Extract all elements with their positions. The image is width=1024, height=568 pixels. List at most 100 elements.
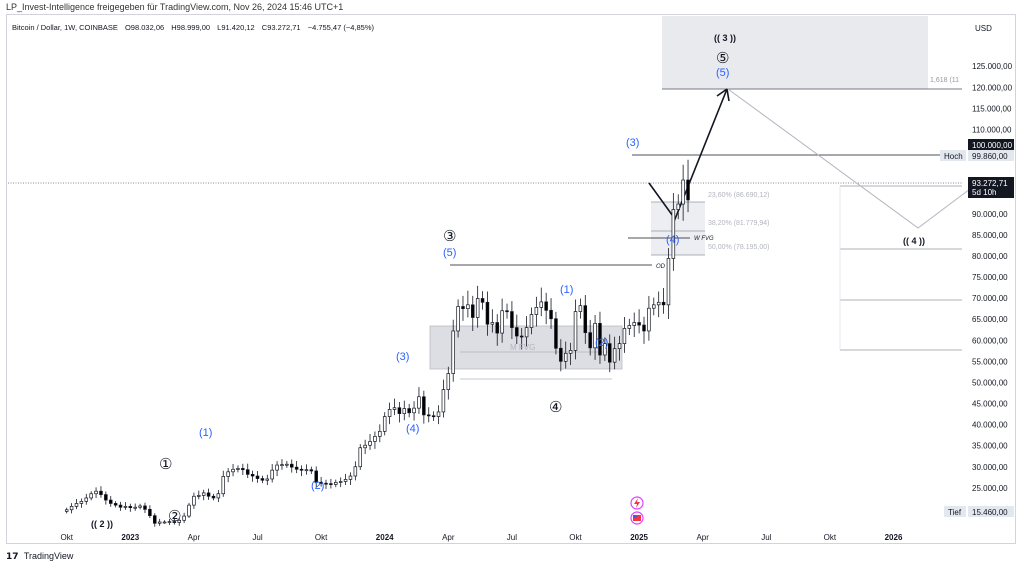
candle-body bbox=[661, 301, 666, 306]
candle-body bbox=[593, 323, 597, 349]
candle-body bbox=[402, 408, 407, 414]
tief-value: 15.460,00 bbox=[972, 508, 1008, 517]
wave-2-circle-low: ② bbox=[168, 508, 181, 525]
candle-body bbox=[221, 476, 226, 495]
candle-body bbox=[480, 298, 485, 303]
candle-body bbox=[94, 490, 98, 495]
candle-body bbox=[348, 475, 353, 480]
candle-body bbox=[471, 304, 475, 318]
fib-1618-label: 1,618 (11 bbox=[930, 77, 959, 84]
wave-4-projection-path bbox=[727, 88, 979, 229]
time-tick-label: Okt bbox=[315, 533, 328, 542]
candle-body bbox=[524, 327, 529, 338]
wfvg-label: W FVG bbox=[694, 236, 714, 242]
candle-body bbox=[353, 466, 358, 477]
candle-body bbox=[627, 325, 632, 329]
candle-body bbox=[622, 328, 627, 344]
candle-body bbox=[559, 347, 563, 362]
candle-body bbox=[206, 492, 211, 497]
wave-3-paren-top: (3) bbox=[626, 137, 639, 149]
current-price-label-bg bbox=[968, 177, 1014, 198]
footer-brand-text: TradingView bbox=[23, 551, 74, 561]
symbol-legend: Bitcoin / Dollar, 1W, COINBASE O98.032,0… bbox=[12, 23, 379, 32]
candle-body bbox=[231, 468, 235, 473]
candle-body bbox=[319, 482, 323, 484]
candle-body bbox=[270, 469, 274, 480]
fib-50-label: 50,00% (78.195,00) bbox=[708, 244, 770, 251]
candle-body bbox=[485, 301, 490, 325]
current-price-label: 93.272,71 bbox=[972, 179, 1008, 188]
candle-body bbox=[554, 318, 558, 349]
footer-branding[interactable]: 𝟭𝟳 TradingView bbox=[6, 551, 73, 562]
wave-4-big-label: (( 4 )) bbox=[903, 236, 925, 246]
candle-body bbox=[466, 304, 470, 309]
fib-236-label: 23,60% (86.690,12) bbox=[708, 192, 770, 199]
price-tick-label: 90.000,00 bbox=[972, 210, 1008, 219]
wave-5-circle-top: ⑤ bbox=[716, 50, 729, 67]
candle-body bbox=[446, 373, 451, 390]
candle-body bbox=[549, 309, 553, 320]
hoch-tag: Hoch bbox=[944, 152, 963, 161]
fib-382-label: 38,20% (81.779,94) bbox=[708, 220, 770, 227]
countdown-label: 5d 10h bbox=[972, 188, 996, 197]
wave-3-big-label: (( 3 )) bbox=[714, 33, 736, 43]
candle-body bbox=[177, 519, 181, 523]
candle-body bbox=[182, 515, 186, 521]
price-tick-label: 115.000,00 bbox=[972, 104, 1012, 113]
candle-body bbox=[304, 469, 309, 472]
time-axis[interactable]: Okt 2023 Apr Jul Okt 2024 Apr Jul Okt 2025 Apr Jul O… bbox=[60, 533, 902, 542]
candle-body bbox=[290, 463, 294, 468]
candle-body bbox=[309, 469, 314, 472]
candle-body bbox=[187, 504, 191, 517]
candle-body bbox=[280, 464, 284, 466]
candle-body bbox=[500, 310, 504, 334]
candle-body bbox=[529, 314, 534, 328]
candle-body bbox=[255, 475, 260, 479]
currency-label: USD bbox=[975, 24, 992, 33]
time-tick-label: Apr bbox=[696, 533, 709, 542]
candle-body bbox=[608, 343, 612, 363]
candle-body bbox=[490, 322, 495, 325]
candle-body bbox=[197, 495, 201, 497]
candle-body bbox=[598, 323, 602, 356]
candle-body bbox=[104, 494, 108, 501]
candle-body bbox=[431, 415, 436, 418]
candle-body bbox=[294, 466, 299, 470]
time-tick-label: 2026 bbox=[885, 533, 903, 542]
wave-2-paren-low: (2) bbox=[311, 480, 324, 492]
chart-frame bbox=[6, 14, 1016, 544]
candle-body bbox=[539, 301, 544, 308]
legend-close: C93.272,71 bbox=[261, 23, 301, 32]
candle-body bbox=[153, 515, 157, 524]
axis-price-labels: 100.000,00 Hoch 99.860,00 93.272,71 5d 1… bbox=[940, 139, 1014, 517]
hoch-value-bg bbox=[968, 150, 1014, 161]
candle-body bbox=[157, 521, 162, 524]
candle-body bbox=[563, 352, 568, 362]
price-tick-label: 40.000,00 bbox=[972, 421, 1008, 430]
candle-body bbox=[192, 495, 196, 506]
candle-body bbox=[299, 468, 304, 471]
candle-body bbox=[201, 492, 206, 496]
candle-body bbox=[378, 430, 382, 437]
mfvg-label: M FVG bbox=[510, 343, 535, 352]
projection-arrow-head bbox=[716, 88, 730, 102]
candle-body bbox=[74, 503, 79, 507]
candle-body bbox=[79, 500, 84, 504]
candle-body bbox=[241, 468, 245, 471]
round-level-label: 100.000,00 bbox=[972, 141, 1013, 150]
candle-body bbox=[275, 464, 279, 471]
candle-body bbox=[412, 407, 416, 414]
symbol-name[interactable]: Bitcoin / Dollar, 1W, COINBASE bbox=[12, 23, 118, 32]
wave-4-paren-target: (4) bbox=[666, 234, 679, 246]
candle-body bbox=[417, 396, 421, 409]
candle-body bbox=[69, 506, 74, 511]
candle-body bbox=[143, 505, 147, 510]
candle-body bbox=[456, 306, 460, 332]
wave-1-paren-late: (1) bbox=[560, 284, 573, 296]
candle-body bbox=[642, 324, 646, 332]
event-icons[interactable] bbox=[630, 496, 644, 525]
price-axis[interactable]: USD 125.000,00 120.000,00 115.000,00 110.00… bbox=[972, 24, 1013, 514]
candle-body bbox=[422, 396, 426, 416]
candle-body bbox=[441, 389, 446, 413]
